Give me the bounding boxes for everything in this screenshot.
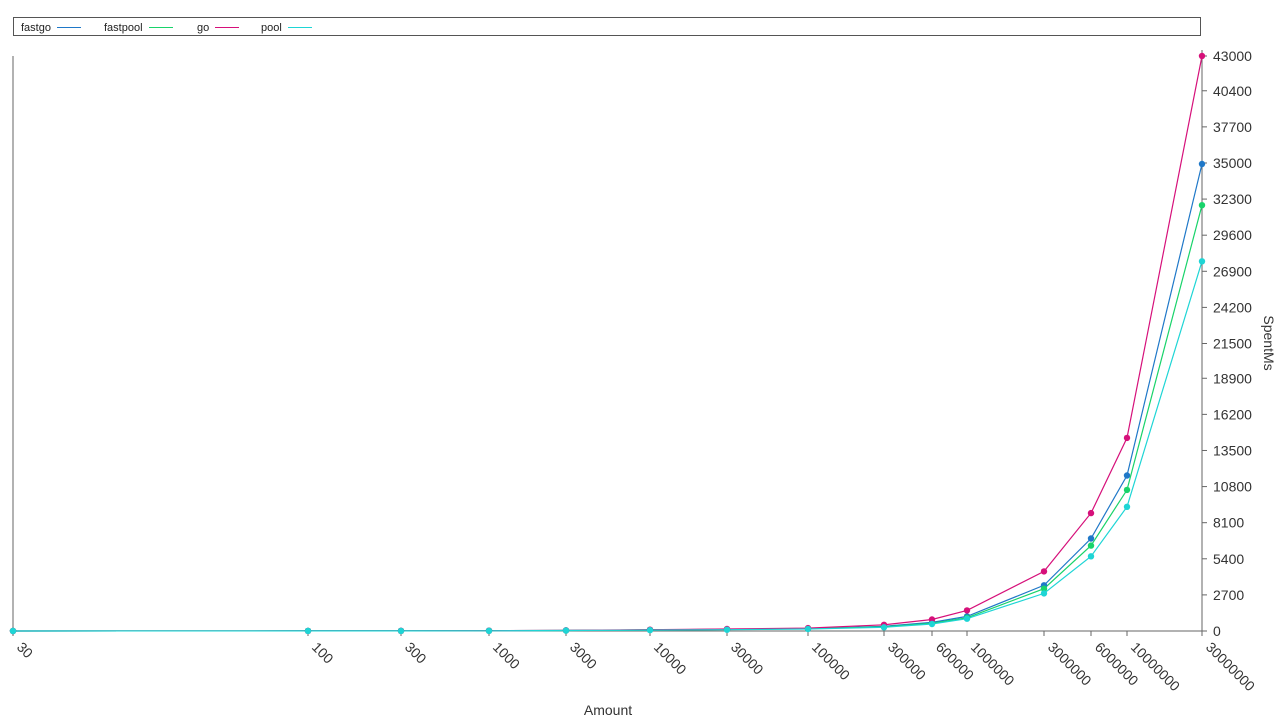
legend-swatch [56, 27, 81, 28]
data-point-pool [928, 620, 936, 628]
legend-label: fastgo [21, 21, 51, 34]
data-point-pool [963, 615, 971, 622]
series-line-fastgo [12, 163, 1203, 632]
y-tick-label: 0 [1213, 623, 1221, 639]
y-tick-label: 8100 [1213, 515, 1244, 531]
legend-swatch [287, 27, 312, 28]
y-tick-label: 21500 [1213, 336, 1252, 352]
data-point-pool [1040, 590, 1048, 597]
series-line-pool [12, 261, 1203, 632]
legend-item-fastgo: fastgo [21, 18, 81, 37]
x-tick-label: 30 [14, 639, 36, 661]
y-tick-label: 37700 [1213, 119, 1252, 135]
x-tick-label: 3000 [567, 639, 600, 672]
data-point-pool [804, 625, 812, 633]
x-tick-label: 1000000 [968, 639, 1018, 689]
data-point-pool [1123, 503, 1131, 510]
x-tick-label: 100 [309, 639, 337, 667]
legend-item-fastpool: fastpool [104, 18, 173, 37]
x-tick-label: 300 [402, 639, 430, 667]
legend-item-pool: pool [261, 18, 312, 37]
series-line-fastpool [12, 205, 1203, 632]
x-tick-label: 3000000 [1045, 639, 1095, 689]
data-point-go [1198, 52, 1206, 60]
y-tick-label: 35000 [1213, 155, 1252, 171]
chart-legend: fastgo fastpool go pool [13, 17, 1201, 36]
y-tick-label: 29600 [1213, 227, 1252, 243]
legend-item-go: go [197, 18, 240, 37]
legend-label: go [197, 21, 210, 34]
legend-swatch [215, 27, 240, 28]
y-tick-label: 10800 [1213, 479, 1252, 495]
data-point-fastpool [1198, 202, 1206, 209]
legend-label: fastpool [104, 21, 143, 34]
data-point-fastgo [1123, 472, 1131, 479]
data-point-go [1123, 434, 1131, 442]
y-tick-label: 13500 [1213, 442, 1252, 458]
data-point-go [928, 616, 936, 623]
x-axis-title: Amount [584, 702, 632, 718]
x-tick-label: 30000000 [1203, 639, 1259, 695]
data-point-pool [304, 627, 312, 635]
y-tick-label: 40400 [1213, 83, 1252, 99]
data-point-pool [1087, 553, 1095, 560]
x-tick-label: 10000 [651, 639, 690, 678]
data-point-fastpool [1087, 542, 1095, 549]
legend-label: pool [261, 21, 282, 34]
y-tick-label: 24200 [1213, 299, 1252, 315]
data-point-pool [562, 627, 570, 634]
y-tick-label: 32300 [1213, 191, 1252, 207]
data-point-pool [880, 624, 888, 631]
x-tick-label: 1000 [490, 639, 523, 672]
x-tick-label: 10000000 [1128, 639, 1184, 695]
data-point-pool [723, 626, 731, 633]
y-tick-label: 16200 [1213, 406, 1252, 422]
data-point-pool [9, 627, 17, 635]
data-point-fastgo [1087, 535, 1095, 542]
x-tick-label: 30000 [728, 639, 767, 678]
x-tick-label: 300000 [885, 639, 929, 683]
data-point-pool [1198, 258, 1206, 265]
y-tick-label: 5400 [1213, 551, 1244, 567]
y-axis-title: SpentMs [1261, 315, 1277, 370]
data-point-pool [485, 627, 493, 634]
data-point-go [1087, 509, 1095, 517]
data-point-go [1040, 568, 1048, 575]
data-point-fastpool [1123, 486, 1131, 494]
data-point-fastpool [1040, 585, 1048, 592]
data-point-pool [646, 626, 654, 634]
series-line-go [12, 55, 1203, 632]
y-tick-label: 26900 [1213, 263, 1252, 279]
data-point-go [963, 607, 971, 614]
y-tick-label: 2700 [1213, 587, 1244, 603]
legend-swatch [148, 27, 173, 28]
x-tick-label: 600000 [933, 639, 977, 683]
y-tick-label: 18900 [1213, 370, 1252, 386]
data-point-fastgo [1198, 160, 1206, 168]
x-tick-label: 100000 [809, 639, 853, 683]
y-tick-label: 43000 [1213, 48, 1252, 64]
data-point-pool [397, 627, 405, 635]
